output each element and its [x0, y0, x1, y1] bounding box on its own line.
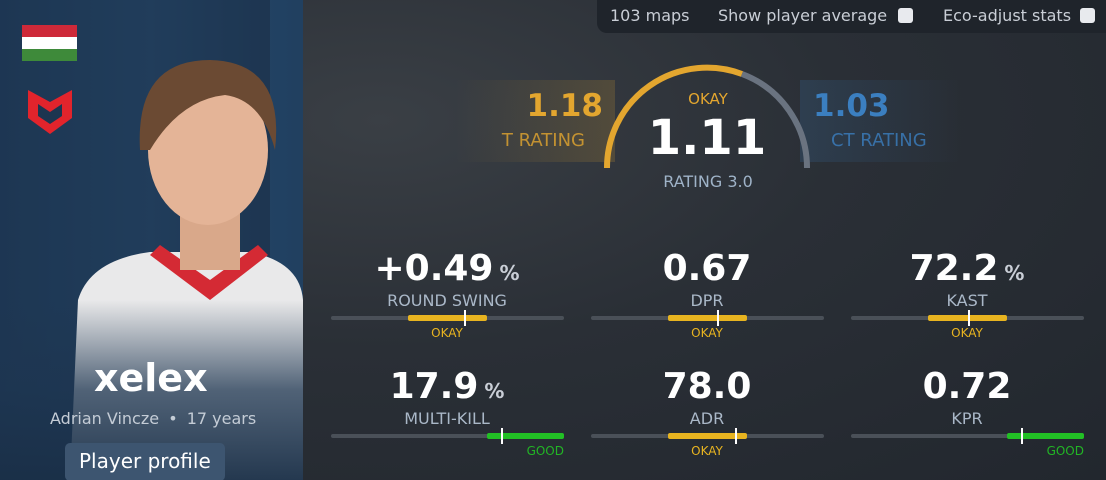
stat-bar-segment	[407, 315, 488, 321]
player-nickname: xelex	[94, 356, 208, 400]
stat-verdict: GOOD	[526, 444, 564, 458]
stat-bar-marker	[735, 428, 738, 444]
stat-bar-segment	[667, 315, 748, 321]
stat-label: KPR	[951, 409, 983, 428]
stat-label: DPR	[690, 291, 724, 310]
stat-value-line: 78.0	[663, 366, 752, 407]
stat-bar-track	[591, 310, 824, 326]
stat-bar-marker	[463, 310, 466, 326]
stat: 78.0 ADR OKAY	[591, 366, 824, 478]
stat-value: 72.2	[909, 248, 999, 289]
stat-bar-track	[331, 428, 564, 444]
eco-adjust-checkbox[interactable]	[1080, 8, 1095, 23]
ct-rating-box	[800, 80, 960, 162]
stat-bar-marker	[1021, 428, 1024, 444]
stat: 0.67 DPR OKAY	[591, 248, 824, 360]
rating-value: 1.11	[647, 110, 767, 166]
stat-bar-marker	[501, 428, 504, 444]
stat-value: 78.0	[662, 366, 752, 407]
eco-adjust-label: Eco-adjust stats	[943, 6, 1072, 25]
stat-verdict: GOOD	[1046, 444, 1084, 458]
stat-value: 17.9	[389, 366, 479, 407]
stat-value: 0.72	[922, 366, 1012, 407]
real-name: Adrian Vincze	[50, 409, 160, 428]
stat-bar-track	[851, 310, 1084, 326]
separator: •	[168, 409, 178, 428]
stat-bar-marker	[967, 310, 970, 326]
stat-verdict: OKAY	[691, 444, 723, 458]
stat-label: ROUND SWING	[387, 291, 507, 310]
stat-bar-marker	[716, 310, 719, 326]
stat-bar-track	[331, 310, 564, 326]
team-logo	[28, 90, 72, 134]
stat-bar-track	[591, 428, 824, 444]
age: 17 years	[186, 409, 257, 428]
top-bar	[597, 0, 1106, 33]
stat-value-line: 72.2%	[910, 248, 1025, 289]
gauge-fill	[603, 64, 744, 169]
stat-bar-segment	[927, 315, 1008, 321]
stat-bar-segment	[667, 433, 748, 439]
stat-verdict: OKAY	[951, 326, 983, 340]
stat-verdict: OKAY	[431, 326, 463, 340]
stat-unit: %	[484, 379, 505, 403]
stat-value-line: +0.49%	[374, 248, 519, 289]
stat-value: +0.49	[374, 248, 494, 289]
stat-label: MULTI-KILL	[404, 409, 490, 428]
stat-verdict: OKAY	[691, 326, 723, 340]
maps-count: 103 maps	[610, 6, 690, 25]
t-rating-label: T RATING	[501, 130, 585, 151]
stat: 72.2% KAST OKAY	[851, 248, 1084, 360]
stat: +0.49% ROUND SWING OKAY	[331, 248, 564, 360]
stat-label: KAST	[946, 291, 988, 310]
player-photo	[0, 0, 303, 480]
stat-bar-segment	[487, 433, 564, 439]
stat-value: 0.67	[662, 248, 752, 289]
stat-unit: %	[499, 261, 520, 285]
stat-unit: %	[1004, 261, 1025, 285]
t-rating-value: 1.18	[526, 88, 604, 124]
rating-label: RATING 3.0	[663, 172, 753, 191]
gauge-track	[740, 71, 811, 169]
player-meta: Adrian Vincze • 17 years	[50, 409, 256, 428]
player-panel: xelex Adrian Vincze • 17 years Player pr…	[0, 0, 303, 480]
show-average-checkbox[interactable]	[898, 8, 913, 23]
stat: 17.9% MULTI-KILL GOOD	[331, 366, 564, 478]
player-profile-button[interactable]: Player profile	[65, 443, 225, 480]
stat-value-line: 0.72	[923, 366, 1012, 407]
stat-label: ADR	[689, 409, 725, 428]
stat-bar-track	[851, 428, 1084, 444]
ct-rating-value: 1.03	[813, 88, 890, 124]
ct-rating-label: CT RATING	[831, 130, 927, 151]
stat-value-line: 0.67	[663, 248, 752, 289]
rating-verdict: OKAY	[688, 90, 728, 108]
stat-value-line: 17.9%	[390, 366, 505, 407]
stat-bar-segment	[1007, 433, 1084, 439]
rating-gauge	[603, 64, 811, 169]
stat: 0.72 KPR GOOD	[851, 366, 1084, 478]
country-flag	[22, 25, 77, 61]
t-rating-box	[455, 80, 615, 162]
show-average-label: Show player average	[718, 6, 888, 25]
